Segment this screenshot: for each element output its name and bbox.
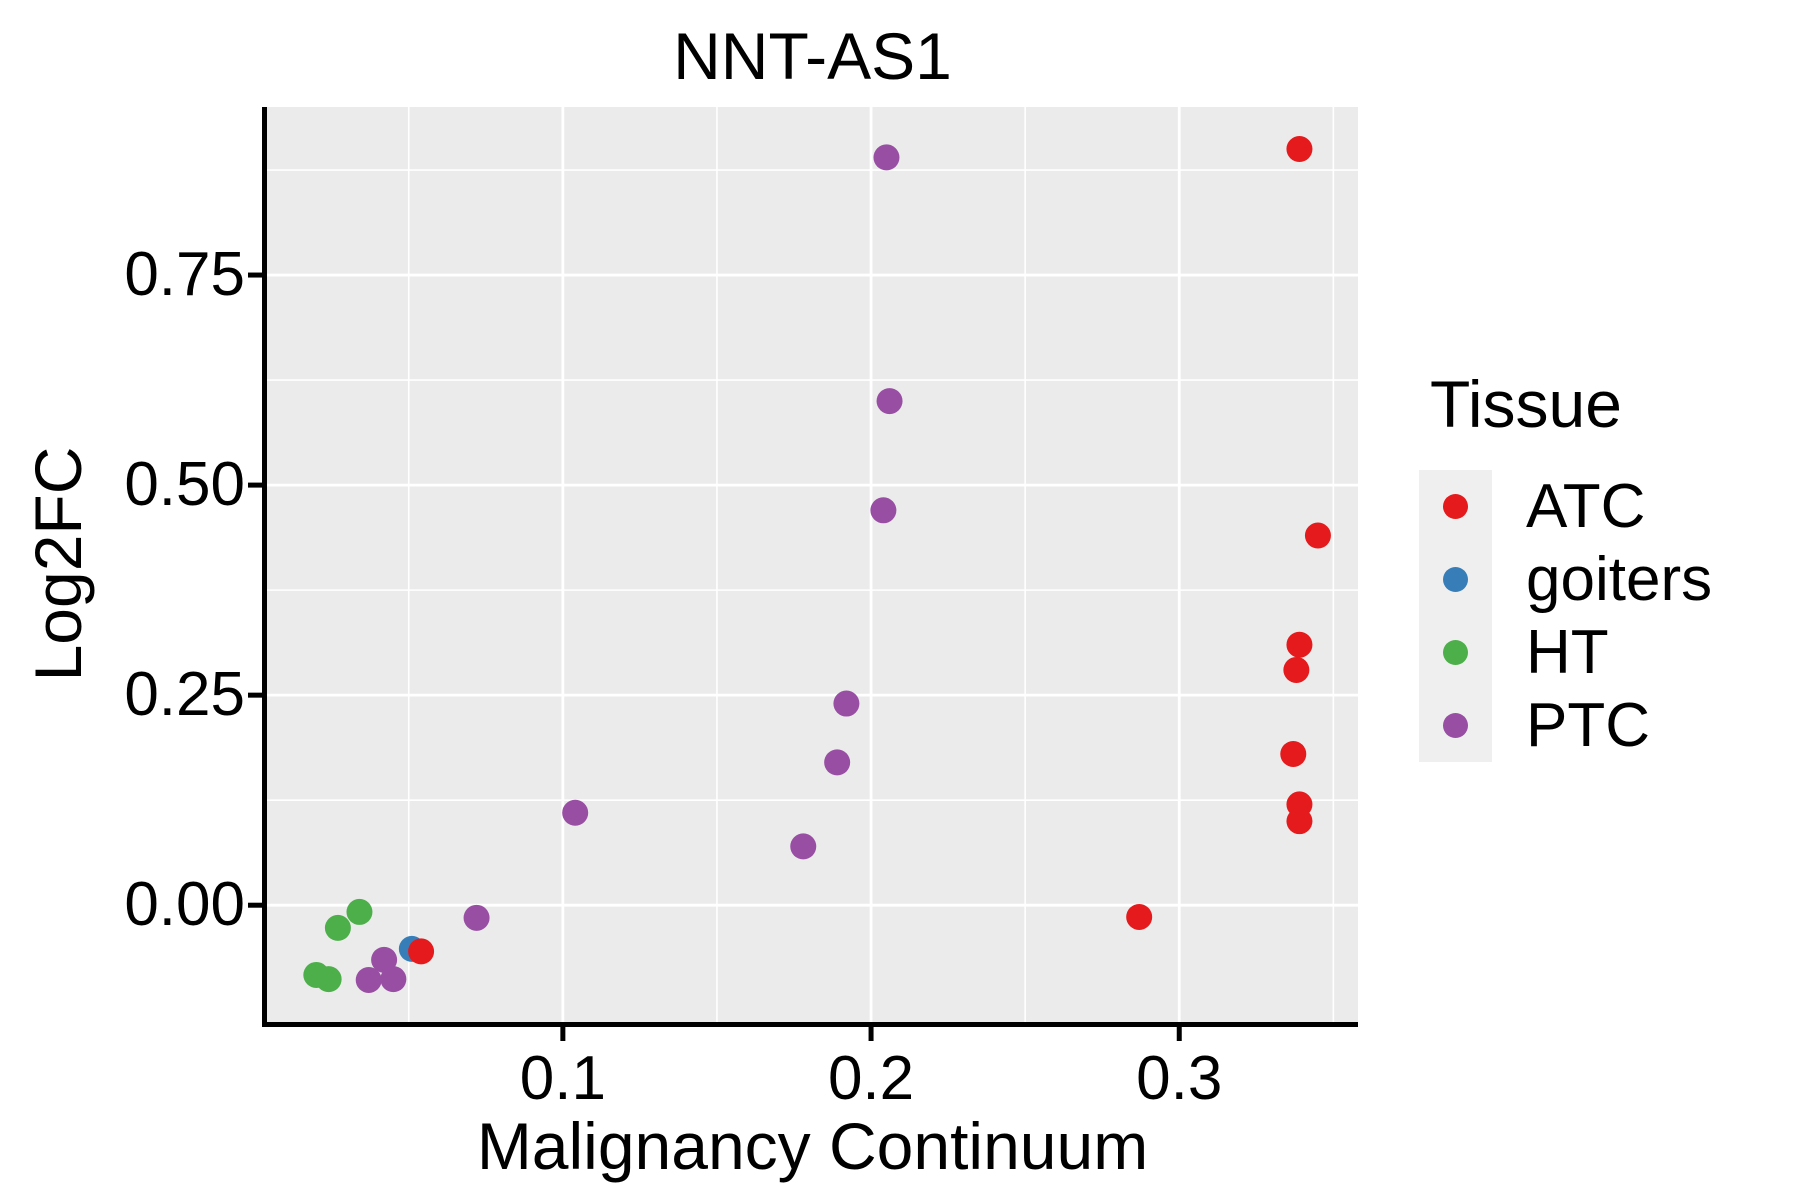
- y-tick-mark: [248, 692, 262, 698]
- data-point-ATC: [1304, 522, 1331, 549]
- legend-dot-ATC: [1443, 494, 1468, 519]
- chart-title: NNT-AS1: [673, 19, 952, 93]
- legend-label-ATC: ATC: [1526, 471, 1646, 541]
- data-point-PTC: [824, 749, 851, 776]
- data-point-ATC: [1286, 136, 1313, 163]
- legend-label-goiters: goiters: [1526, 544, 1713, 614]
- data-point-PTC: [876, 388, 903, 415]
- data-point-PTC: [371, 946, 398, 973]
- data-point-PTC: [355, 966, 382, 993]
- data-point-ATC: [1126, 903, 1153, 930]
- data-point-ATC: [1280, 740, 1307, 767]
- legend-dot-HT: [1443, 640, 1468, 665]
- legend-dot-PTC: [1443, 713, 1468, 738]
- data-point-ATC: [1286, 808, 1313, 835]
- data-point-PTC: [873, 144, 900, 171]
- x-tick-mark: [868, 1027, 874, 1041]
- data-point-PTC: [790, 833, 817, 860]
- data-point-PTC: [870, 497, 897, 524]
- y-tick-mark: [248, 902, 262, 908]
- y-tick-label: 0.00: [124, 870, 245, 940]
- data-point-PTC: [562, 799, 589, 826]
- x-axis-title: Malignancy Continuum: [476, 1109, 1149, 1183]
- y-axis-line: [262, 107, 267, 1027]
- x-tick-label: 0.2: [827, 1044, 915, 1113]
- plot-panel: [267, 107, 1358, 1022]
- data-point-HT: [346, 898, 373, 925]
- data-point-HT: [315, 966, 342, 993]
- y-tick-label: 0.50: [124, 450, 245, 520]
- legend-label-HT: HT: [1526, 617, 1609, 687]
- legend-dot-goiters: [1443, 567, 1468, 592]
- legend-title: Tissue: [1430, 367, 1622, 441]
- x-tick-mark: [1176, 1027, 1182, 1041]
- y-tick-label: 0.25: [124, 660, 245, 730]
- data-point-PTC: [833, 690, 860, 717]
- y-tick-mark: [248, 482, 262, 488]
- x-tick-label: 0.1: [519, 1044, 606, 1113]
- y-tick-label: 0.75: [124, 240, 245, 310]
- x-axis-line: [262, 1022, 1358, 1027]
- data-point-HT: [324, 914, 351, 941]
- legend-label-PTC: PTC: [1526, 690, 1650, 760]
- data-point-ATC: [1283, 656, 1310, 683]
- data-point-ATC: [408, 938, 435, 965]
- data-point-PTC: [463, 904, 490, 931]
- x-tick-label: 0.3: [1136, 1044, 1223, 1113]
- data-point-PTC: [380, 966, 407, 993]
- data-point-ATC: [1286, 631, 1313, 658]
- x-tick-mark: [560, 1027, 566, 1041]
- y-tick-mark: [248, 272, 262, 278]
